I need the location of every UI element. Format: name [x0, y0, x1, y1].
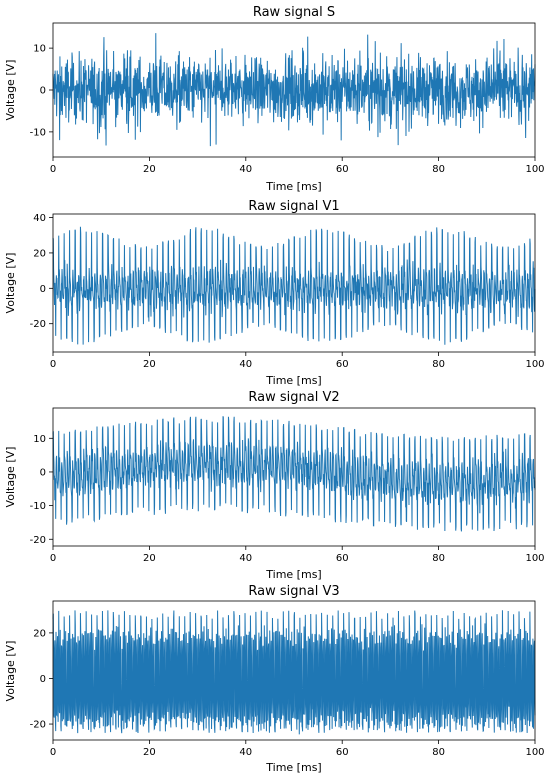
panel-v2-ylabel: Voltage [V]	[4, 447, 17, 508]
signal-series-line	[52, 416, 536, 532]
panel-v2-xticks: 0 20 40 60 80 100	[50, 546, 545, 564]
x-tick-label: 40	[239, 359, 252, 370]
y-tick-label: 40	[33, 213, 46, 224]
x-tick-label: 20	[143, 359, 156, 370]
panel-v3-plot	[52, 610, 536, 735]
panel-v3-title: Raw signal V3	[248, 584, 339, 599]
panel-v2-plot	[52, 416, 536, 532]
x-tick-label: 40	[239, 747, 252, 758]
x-tick-label: 0	[50, 359, 56, 370]
x-tick-label: 100	[525, 747, 544, 758]
panel-v3: Raw signal V3 0 20 40 60 80 100 -20 0 20 Time […	[4, 584, 545, 774]
y-tick-label: 10	[33, 434, 46, 445]
panel-s-xlabel: Time [ms]	[265, 180, 321, 193]
y-tick-label: 20	[33, 248, 46, 259]
panel-v1-frame	[52, 213, 536, 353]
x-tick-label: 80	[432, 747, 445, 758]
y-tick-label: -10	[30, 501, 46, 512]
y-tick-label: 20	[33, 628, 46, 639]
panel-v1-ylabel: Voltage [V]	[4, 253, 17, 314]
y-tick-label: -10	[30, 127, 46, 138]
panel-s-title: Raw signal S	[253, 5, 335, 20]
x-tick-label: 100	[525, 359, 544, 370]
x-tick-label: 0	[50, 553, 56, 564]
panel-v3-frame	[52, 600, 536, 741]
signal-series-line	[52, 226, 536, 345]
panel-s-ylabel: Voltage [V]	[4, 60, 17, 121]
panel-v1-plot	[52, 226, 536, 345]
x-tick-label: 20	[143, 553, 156, 564]
y-tick-label: 0	[40, 86, 46, 97]
x-tick-label: 60	[336, 553, 349, 564]
x-tick-label: 0	[50, 747, 56, 758]
panel-v2-title: Raw signal V2	[248, 390, 339, 405]
panel-v2-xlabel: Time [ms]	[265, 568, 321, 581]
panel-v1-yticks: -20 0 20 40	[30, 213, 53, 330]
panel-v2: Raw signal V2 0 20 40 60 80 100 -20 -10 0 10 Tim…	[4, 390, 545, 581]
panel-s: Raw signal S 0 20 40 60 80 100 -10 0 10 Time [m…	[4, 5, 545, 193]
signal-series-line	[52, 33, 536, 147]
x-tick-label: 20	[143, 747, 156, 758]
panel-s-xticks: 0 20 40 60 80 100	[50, 157, 545, 175]
x-tick-label: 80	[432, 164, 445, 175]
y-tick-label: 0	[40, 467, 46, 478]
x-tick-label: 80	[432, 359, 445, 370]
x-tick-label: 100	[525, 164, 544, 175]
x-tick-label: 100	[525, 553, 544, 564]
panel-v1-title: Raw signal V1	[248, 199, 339, 214]
y-tick-label: -20	[30, 319, 46, 330]
panel-v3-xticks: 0 20 40 60 80 100	[50, 740, 545, 758]
panel-s-yticks: -10 0 10	[30, 44, 53, 138]
y-tick-label: 0	[40, 674, 46, 685]
panel-v1: Raw signal V1 0 20 40 60 80 100 -20 0 20 40 Time…	[4, 199, 545, 387]
panel-s-plot	[52, 33, 536, 147]
y-tick-label: -20	[30, 535, 46, 546]
x-tick-label: 60	[336, 747, 349, 758]
panel-v1-xlabel: Time [ms]	[265, 374, 321, 387]
x-tick-label: 60	[336, 164, 349, 175]
x-tick-label: 20	[143, 164, 156, 175]
panel-v1-xticks: 0 20 40 60 80 100	[50, 352, 545, 370]
y-tick-label: -20	[30, 720, 46, 731]
panel-v2-frame	[52, 407, 536, 547]
signal-series-line	[52, 610, 536, 735]
y-tick-label: 10	[33, 44, 46, 55]
panel-v3-yticks: -20 0 20	[30, 628, 53, 731]
y-tick-label: 0	[40, 284, 46, 295]
panel-v3-xlabel: Time [ms]	[265, 761, 321, 774]
x-tick-label: 40	[239, 553, 252, 564]
panel-v2-yticks: -20 -10 0 10	[30, 434, 53, 546]
x-tick-label: 0	[50, 164, 56, 175]
x-tick-label: 40	[239, 164, 252, 175]
x-tick-label: 60	[336, 359, 349, 370]
panel-v3-ylabel: Voltage [V]	[4, 641, 17, 702]
x-tick-label: 80	[432, 553, 445, 564]
